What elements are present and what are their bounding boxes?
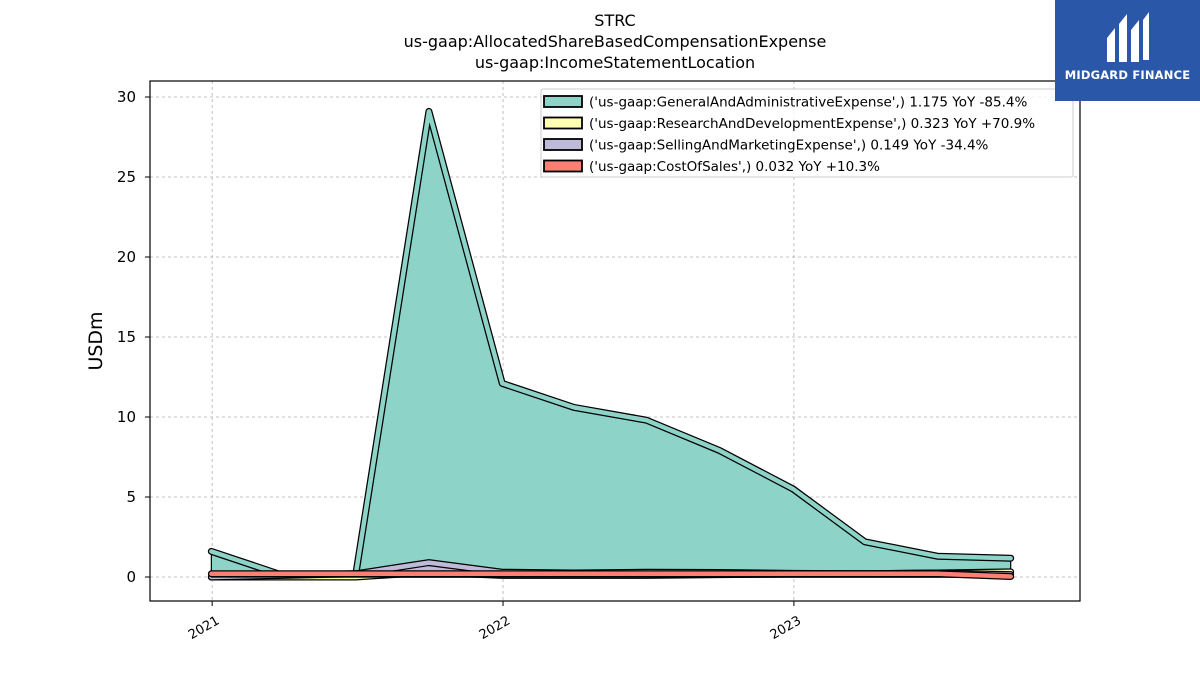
x-tick-label: 2023 [768, 613, 804, 643]
y-tick-label: 10 [117, 408, 136, 426]
legend-label-0: ('us-gaap:GeneralAndAdministrativeExpens… [589, 95, 1027, 111]
legend-swatch-2 [543, 138, 583, 151]
legend-swatch-3 [543, 159, 583, 173]
legend-label-2: ('us-gaap:SellingAndMarketingExpense',) … [589, 138, 989, 154]
midgard-logo-icon [1107, 12, 1149, 62]
y-tick-label: 15 [117, 328, 136, 346]
x-axis: 2021 2022 2023 [186, 601, 804, 643]
x-tick-label: 2022 [477, 613, 513, 643]
y-tick-label: 5 [126, 488, 136, 506]
y-tick-label: 20 [117, 248, 136, 266]
series-area-0 [210, 110, 1012, 578]
chart-title: STRC [594, 11, 636, 30]
y-tick-label: 30 [117, 88, 136, 106]
chart-subtitle-dimension: us-gaap:IncomeStatementLocation [474, 53, 756, 72]
plot-frame [149, 80, 1081, 602]
legend-swatch-0 [543, 95, 583, 108]
chart-subtitle-concept: us-gaap:AllocatedShareBasedCompensationE… [403, 32, 827, 51]
legend-swatch-1 [543, 116, 583, 130]
legend-box [540, 88, 1074, 178]
legend-label-1: ('us-gaap:ResearchAndDevelopmentExpense'… [589, 116, 1035, 132]
y-tick-label: 0 [126, 568, 136, 586]
series-areas [207, 107, 1015, 581]
legend-label-3: ('us-gaap:CostOfSales',) 0.032 YoY +10.3… [589, 159, 880, 175]
y-axis: 0 5 10 15 20 25 30 [117, 88, 150, 586]
legend: ('us-gaap:GeneralAndAdministrativeExpens… [540, 88, 1074, 178]
y-tick-label: 25 [117, 168, 136, 186]
y-axis-label: USDm [85, 311, 107, 370]
logo-wordmark: MIDGARD FINANCE [1064, 68, 1191, 82]
series-line-3 [209, 571, 1013, 579]
x-tick-label: 2021 [186, 613, 222, 643]
midgard-finance-logo: MIDGARD FINANCE [1055, 0, 1200, 101]
